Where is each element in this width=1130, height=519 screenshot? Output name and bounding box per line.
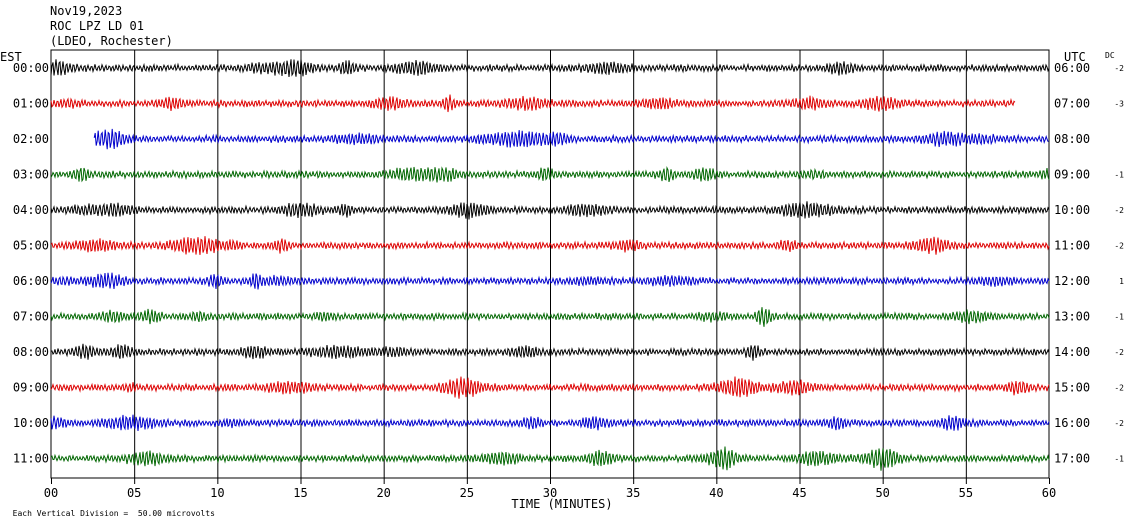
est-time-label: 08:00 (13, 345, 49, 359)
x-tick-label: 00 (44, 486, 58, 500)
seismic-trace (50, 236, 1050, 255)
utc-time-label: 16:00 (1054, 416, 1090, 430)
x-tick-label: 20 (376, 486, 390, 500)
est-time-label: 05:00 (13, 239, 49, 253)
x-tick-label: 35 (626, 486, 640, 500)
dc-offset-label: -2 (1114, 206, 1124, 215)
est-time-label: 06:00 (13, 274, 49, 288)
est-time-label: 00:00 (13, 61, 49, 75)
x-tick-label: 55 (959, 486, 973, 500)
est-time-label: 04:00 (13, 203, 49, 217)
seismic-trace (50, 59, 1050, 77)
dc-offset-label: -2 (1114, 348, 1124, 357)
utc-header: UTC (1064, 50, 1086, 64)
est-time-label: 11:00 (13, 452, 49, 466)
x-tick-label: 25 (460, 486, 474, 500)
x-tick-label: 50 (875, 486, 889, 500)
utc-time-label: 07:00 (1054, 97, 1090, 111)
utc-time-label: 12:00 (1054, 274, 1090, 288)
utc-time-label: 14:00 (1054, 345, 1090, 359)
x-tick-label: 45 (792, 486, 806, 500)
utc-time-label: 17:00 (1054, 452, 1090, 466)
est-time-label: 09:00 (13, 381, 49, 395)
est-time-label: 01:00 (13, 97, 49, 111)
dc-offset-label: -2 (1114, 419, 1124, 428)
dc-offset-label: -1 (1114, 455, 1124, 464)
dc-offset-label: -1 (1114, 313, 1124, 322)
est-header: EST (0, 50, 22, 64)
est-time-label: 02:00 (13, 132, 49, 146)
footnote-value: 50.00 microvolts (137, 509, 215, 518)
x-tick-label: 15 (293, 486, 307, 500)
seismic-trace (50, 414, 1050, 431)
seismic-trace (50, 94, 1016, 113)
x-axis-label: TIME (MINUTES) (511, 497, 612, 511)
seismic-trace (50, 376, 1050, 399)
x-tick-label: 60 (1042, 486, 1056, 500)
dc-offset-label: -2 (1114, 384, 1124, 393)
vertical-division-note: Each Vertical Division = 50.00 microvolt… (3, 500, 215, 518)
seismic-trace (50, 343, 1050, 361)
dc-header: DC (1105, 51, 1115, 60)
seismic-trace (50, 446, 1050, 471)
dc-offset-label: 1 (1119, 277, 1124, 286)
utc-time-label: 06:00 (1054, 61, 1090, 75)
dc-offset-label: -1 (1114, 171, 1124, 180)
est-time-label: 03:00 (13, 168, 49, 182)
seismic-trace (50, 307, 1050, 327)
x-tick-label: 05 (127, 486, 141, 500)
utc-time-label: 09:00 (1054, 168, 1090, 182)
x-tick-label: 10 (210, 486, 224, 500)
dc-offset-label: -2 (1114, 242, 1124, 251)
utc-time-label: 15:00 (1054, 381, 1090, 395)
seismic-trace (93, 128, 1049, 150)
dc-offset-label: -3 (1114, 100, 1124, 109)
est-time-label: 07:00 (13, 310, 49, 324)
dc-offset-label: -2 (1114, 64, 1124, 73)
seismic-trace (50, 201, 1050, 220)
x-tick-label: 30 (543, 486, 557, 500)
footnote-prefix: Each Vertical Division = (12, 509, 129, 518)
est-time-label: 10:00 (13, 416, 49, 430)
utc-time-label: 11:00 (1054, 239, 1090, 253)
header-station: ROC LPZ LD 01 (50, 19, 144, 33)
header-date: Nov19,2023 (50, 4, 123, 18)
seismic-trace (50, 272, 1050, 290)
seismic-trace (50, 166, 1050, 183)
header-location: (LDEO, Rochester) (50, 34, 173, 48)
utc-time-label: 13:00 (1054, 310, 1090, 324)
utc-time-label: 10:00 (1054, 203, 1090, 217)
x-tick-label: 40 (709, 486, 723, 500)
utc-time-label: 08:00 (1054, 132, 1090, 146)
